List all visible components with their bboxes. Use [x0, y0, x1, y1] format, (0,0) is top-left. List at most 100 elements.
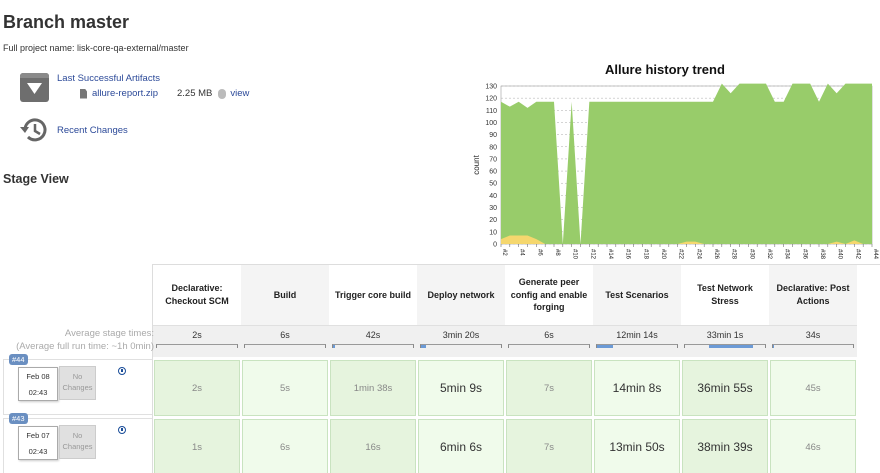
build-time: 02:43	[28, 447, 48, 456]
fingerprint-icon[interactable]	[218, 88, 227, 99]
y-tick-label: 120	[485, 96, 497, 103]
stage-cell[interactable]: 45s	[770, 360, 856, 416]
allure-trend-chart: 0 10 20 30 40 50 60 70 80 90 100 110 120 130 #2 #4 #6 #8 #…	[472, 84, 878, 260]
stage-average: 2s	[153, 325, 241, 357]
artifact-file-row: allure-report.zip 2.25 MB view	[80, 88, 249, 99]
stage-average-time: 2s	[192, 330, 202, 340]
build-changes[interactable]: No Changes	[59, 425, 96, 459]
x-tick-label: #18	[642, 249, 648, 260]
stage-average: 42s	[329, 325, 417, 357]
stage-cell[interactable]: 13min 50s	[594, 419, 680, 473]
info-icon[interactable]	[118, 367, 126, 375]
artifact-view-link[interactable]: view	[230, 88, 250, 99]
x-tick-label: #24	[695, 249, 701, 260]
stage-average-bar	[772, 344, 854, 348]
page-title: Branch master	[3, 12, 130, 32]
y-tick-label: 30	[489, 205, 497, 212]
stage-average-time: 33min 1s	[706, 330, 744, 340]
x-tick-label: #16	[625, 249, 631, 260]
stage-cell[interactable]: 7s	[506, 419, 592, 473]
stage-average-bar	[332, 344, 414, 348]
file-icon	[80, 88, 87, 99]
stage-cell[interactable]: 16s	[330, 419, 416, 473]
x-tick-label: #12	[589, 249, 595, 260]
x-tick-label: #38	[819, 249, 825, 260]
recent-changes-link[interactable]: Recent Changes	[57, 125, 128, 136]
stage-header: Declarative: Post Actions	[769, 265, 857, 325]
stage-cell[interactable]: 14min 8s	[594, 360, 680, 416]
build-number-badge[interactable]: #43	[9, 413, 28, 424]
x-tick-label: #4	[519, 249, 525, 256]
stage-header: Trigger core build	[334, 289, 411, 300]
build-number-badge[interactable]: #44	[9, 354, 28, 365]
stage-average-bar-fill	[333, 345, 335, 348]
average-stage-times-label: Average stage times: (Average full run t…	[10, 328, 154, 354]
x-tick-label: #22	[678, 249, 684, 260]
last-successful-artifacts-link[interactable]: Last Successful Artifacts	[57, 73, 160, 84]
build-changes[interactable]: No Changes	[59, 366, 96, 400]
x-tick-label: #40	[837, 249, 843, 260]
info-icon[interactable]	[118, 426, 126, 434]
y-tick-label: 10	[489, 229, 497, 236]
stage-average-time: 34s	[805, 330, 821, 340]
stage-view-table: Declarative: Checkout SCM 2s Build 6s Trigge…	[152, 264, 880, 473]
stage-cell[interactable]: 6min 6s	[418, 419, 504, 473]
x-tick-label: #6	[536, 249, 542, 256]
stage-header: Generate peer config and enable forging	[510, 277, 588, 313]
stage-cell[interactable]: 5s	[242, 360, 328, 416]
stage-cell[interactable]: 5min 9s	[418, 360, 504, 416]
stage-cell[interactable]: 2s	[154, 360, 240, 416]
stage-cell[interactable]: 38min 39s	[682, 419, 768, 473]
stage-average-bar	[684, 344, 766, 348]
stage-cell[interactable]: 7s	[506, 360, 592, 416]
y-tick-label: 130	[485, 84, 497, 91]
build-row: #43 Feb 07 02:43 No Changes	[3, 413, 152, 473]
build-date: Feb 08	[26, 372, 50, 381]
stage-header: Deploy network	[417, 265, 505, 325]
stage-average-bar	[596, 344, 678, 348]
y-axis-label: count	[472, 154, 481, 174]
y-tick-label: 60	[489, 169, 497, 176]
stage-average-bar-fill	[709, 345, 753, 348]
stage-view-heading: Stage View	[3, 172, 69, 186]
x-tick-label: #14	[607, 249, 613, 260]
x-tick-label: #30	[748, 249, 754, 260]
x-tick-label: #2	[501, 249, 507, 256]
stage-header: Build	[241, 265, 329, 325]
stage-average-bar	[244, 344, 326, 348]
stage-average-time: 12min 14s	[616, 330, 658, 340]
y-tick-label: 90	[489, 132, 497, 139]
stage-cell[interactable]: 1min 38s	[330, 360, 416, 416]
stage-average: 12min 14s	[593, 325, 681, 357]
stage-cell[interactable]: 36min 55s	[682, 360, 768, 416]
x-tick-label: #34	[784, 249, 790, 260]
stage-header: Test Scenarios	[593, 265, 681, 325]
stage-average: 6s	[505, 325, 593, 357]
history-icon	[20, 118, 47, 142]
stage-average-time: 3min 20s	[442, 330, 480, 340]
y-tick-label: 0	[493, 242, 497, 249]
stage-average-time: 6s	[280, 330, 290, 340]
x-tick-label: #28	[731, 249, 737, 260]
stage-cell[interactable]: 1s	[154, 419, 240, 473]
stage-average-bar-fill	[421, 345, 426, 348]
artifact-file-link[interactable]: allure-report.zip	[92, 88, 158, 99]
y-tick-label: 20	[489, 217, 497, 224]
stage-cell[interactable]: 6s	[242, 419, 328, 473]
x-tick-label: #20	[660, 249, 666, 260]
x-tick-label: #26	[713, 249, 719, 260]
y-tick-label: 50	[489, 181, 497, 188]
x-tick-label: #32	[766, 249, 772, 260]
stage-header: Declarative: Checkout SCM	[165, 283, 229, 306]
x-tick-label: #10	[572, 249, 578, 260]
y-tick-label: 100	[485, 120, 497, 127]
y-tick-label: 110	[486, 108, 497, 115]
stage-average-time: 6s	[544, 330, 554, 340]
chart-title: Allure history trend	[605, 62, 725, 77]
y-tick-label: 40	[489, 193, 497, 200]
build-datetime: Feb 08 02:43	[18, 367, 58, 401]
stage-average-bar	[508, 344, 590, 348]
stage-cell[interactable]: 46s	[770, 419, 856, 473]
series-broken-area	[501, 235, 872, 244]
